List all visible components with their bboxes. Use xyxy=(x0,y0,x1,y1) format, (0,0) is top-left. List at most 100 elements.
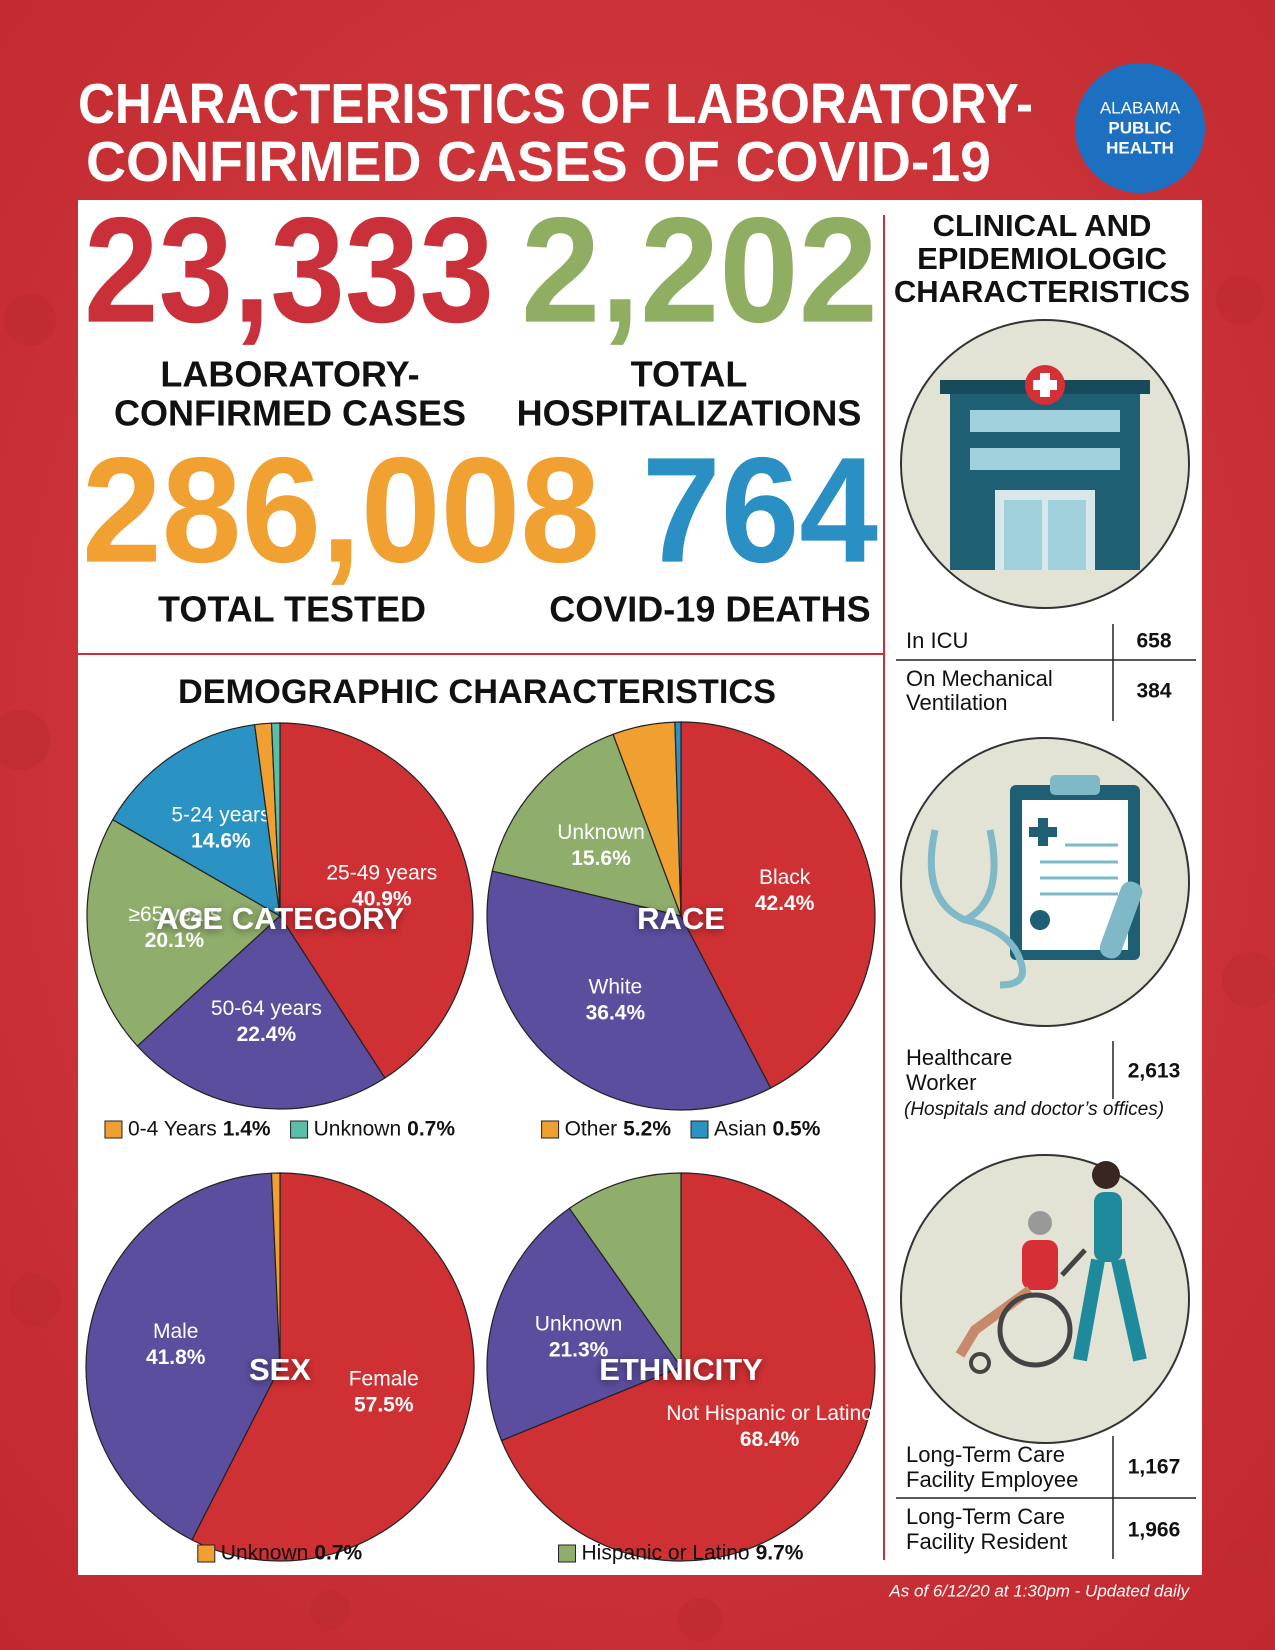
legend-label: Asian xyxy=(714,1118,767,1141)
row-label: On Mechanical xyxy=(906,666,1053,691)
slice-label: White xyxy=(589,976,643,999)
care-icon xyxy=(900,1154,1190,1444)
legend-label: Unknown xyxy=(221,1542,309,1565)
slice-value: 40.9% xyxy=(352,887,412,910)
legend-swatch xyxy=(197,1544,216,1563)
legend-value: 9.7% xyxy=(756,1542,804,1565)
stat-label: LABORATORY- xyxy=(160,354,419,395)
slice-label: 5-24 years xyxy=(171,803,270,826)
slice-value: 14.6% xyxy=(191,829,251,852)
stat-value: 286,008 xyxy=(82,426,600,594)
slice-label: ≥65 years xyxy=(128,903,220,926)
pie-title: AGE CATEGORY xyxy=(156,901,404,936)
slice-label: Male xyxy=(153,1320,199,1343)
pie-slice xyxy=(111,724,281,918)
slice-value: 20.1% xyxy=(145,929,205,952)
pie-slice xyxy=(674,721,682,917)
row-note: (Hospitals and doctor’s offices) xyxy=(904,1099,1164,1120)
logo-circle xyxy=(1075,63,1205,193)
legend-label: Unknown xyxy=(314,1118,402,1141)
slice-label: Black xyxy=(759,866,811,889)
logo-text: ALABAMA xyxy=(1100,98,1181,117)
legend: Unknown 0.7% xyxy=(197,1542,363,1565)
pie-slice xyxy=(136,915,386,1110)
legend: Other 5.2% Asian 0.5% xyxy=(541,1118,821,1141)
legend-value: 1.4% xyxy=(223,1118,271,1141)
row-value: 1,966 xyxy=(1128,1519,1181,1542)
slice-label: 50-64 years xyxy=(211,997,322,1020)
slice-value: 41.8% xyxy=(146,1346,206,1369)
logo-text: HEALTH xyxy=(1106,138,1174,157)
row-label: Worker xyxy=(906,1070,977,1095)
pie-slice xyxy=(270,1172,281,1368)
medical-icon xyxy=(900,737,1190,1027)
row-label: Facility Employee xyxy=(906,1467,1078,1492)
legend-item: Asian 0.5% xyxy=(690,1118,821,1141)
pie-title: RACE xyxy=(637,901,725,936)
slice-label: 25-49 years xyxy=(326,861,437,884)
stat-label: TOTAL xyxy=(631,354,748,395)
pie-slice xyxy=(85,1172,281,1541)
pie-slice xyxy=(680,721,876,1089)
legend-item: Other 5.2% xyxy=(541,1118,671,1141)
legend-value: 0.7% xyxy=(314,1542,362,1565)
pie-slice xyxy=(486,870,772,1111)
slice-value: 57.5% xyxy=(354,1393,414,1416)
row-value: 658 xyxy=(1136,630,1171,653)
virus-decoration xyxy=(0,276,1275,1642)
legend-item: 0-4 Years 1.4% xyxy=(104,1118,271,1141)
pie-title: SEX xyxy=(249,1352,311,1387)
pie-slice xyxy=(500,1172,876,1562)
legend: Hispanic or Latino 9.7% xyxy=(558,1542,804,1565)
legend-value: 5.2% xyxy=(623,1118,671,1141)
slice-value: 68.4% xyxy=(740,1428,800,1451)
slice-label: Not Hispanic or Latino xyxy=(666,1402,873,1425)
row-label: Facility Resident xyxy=(906,1529,1067,1554)
page-title: CHARACTERISTICS OF LABORATORY- xyxy=(78,72,1033,136)
row-label: Ventilation xyxy=(906,690,1008,715)
slice-label: Female xyxy=(349,1367,419,1390)
page-title: CONFIRMED CASES OF COVID-19 xyxy=(86,130,991,194)
clinical-title: CLINICAL AND xyxy=(933,208,1152,243)
legend-value: 0.7% xyxy=(407,1118,455,1141)
legend-swatch xyxy=(104,1120,123,1139)
row-label: Healthcare xyxy=(906,1045,1012,1070)
stat-label: COVID-19 DEATHS xyxy=(549,589,870,630)
legend-label: 0-4 Years xyxy=(128,1118,217,1141)
legend: 0-4 Years 1.4% Unknown 0.7% xyxy=(104,1118,455,1141)
stat-value: 764 xyxy=(642,426,878,594)
section-title: DEMOGRAPHIC CHARACTERISTICS xyxy=(178,673,776,711)
legend-item: Unknown 0.7% xyxy=(197,1542,363,1565)
row-label: Long-Term Care xyxy=(906,1504,1065,1529)
pie-slice xyxy=(270,722,281,917)
legend-swatch xyxy=(558,1544,577,1563)
legend-swatch xyxy=(690,1120,709,1139)
pie-slice xyxy=(279,722,474,1079)
slice-value: 36.4% xyxy=(586,1002,646,1025)
stat-label: HOSPITALIZATIONS xyxy=(517,393,862,434)
legend-item: Unknown 0.7% xyxy=(290,1118,455,1141)
row-value: 384 xyxy=(1136,680,1171,703)
row-label: In ICU xyxy=(906,628,968,653)
slice-value: 15.6% xyxy=(571,847,631,870)
legend-value: 0.5% xyxy=(773,1118,821,1141)
clinical-title: EPIDEMIOLOGIC xyxy=(917,241,1167,276)
slice-value: 42.4% xyxy=(755,892,815,915)
stat-label: TOTAL TESTED xyxy=(158,589,426,630)
footnote: As of 6/12/20 at 1:30pm - Updated daily xyxy=(888,1581,1190,1600)
hospital-icon xyxy=(900,319,1190,609)
pie-title: ETHNICITY xyxy=(599,1352,763,1387)
row-value: 1,167 xyxy=(1128,1456,1181,1479)
pie-slice xyxy=(491,733,682,917)
pie-slice xyxy=(86,818,282,1047)
legend-label: Other xyxy=(565,1118,618,1141)
legend-item: Hispanic or Latino 9.7% xyxy=(558,1542,804,1565)
slice-label: Unknown xyxy=(535,1313,623,1336)
stat-value: 2,202 xyxy=(521,186,878,354)
pie-slice xyxy=(191,1172,475,1562)
slice-label: Unknown xyxy=(557,821,645,844)
logo-text: PUBLIC xyxy=(1108,118,1171,137)
slice-value: 21.3% xyxy=(549,1339,609,1362)
